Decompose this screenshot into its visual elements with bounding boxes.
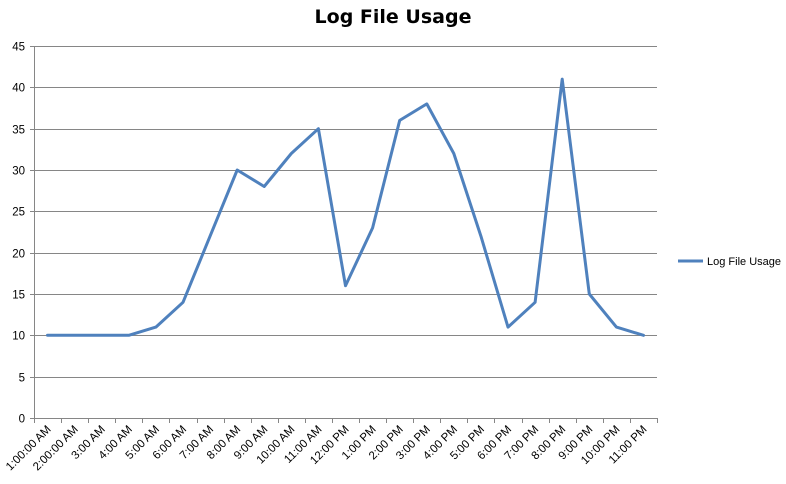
x-axis-tick-labels: 1:00:00 AM2:00:00 AM3:00 AM4:00 AM5:00 A… [4, 424, 650, 474]
gridlines [30, 46, 657, 419]
y-tick-label: 25 [12, 207, 25, 219]
y-tick-label: 5 [19, 373, 25, 385]
y-tick-label: 45 [12, 42, 25, 54]
y-tick-label: 10 [12, 331, 25, 343]
legend: Log File Usage [678, 256, 781, 268]
y-tick-label: 0 [19, 414, 25, 426]
y-tick-label: 15 [12, 290, 25, 302]
y-axis-tick-labels: 0 5 10 15 20 25 30 35 40 45 [12, 42, 25, 426]
series-lines [46, 77, 645, 337]
y-tick-label: 30 [12, 166, 25, 178]
axes [34, 46, 658, 423]
legend-label: Log File Usage [707, 256, 781, 268]
chart-title: Log File Usage [315, 6, 472, 28]
series-line [46, 77, 645, 337]
y-tick-label: 35 [12, 125, 25, 137]
y-tick-label: 40 [12, 83, 25, 95]
y-tick-label: 20 [12, 249, 25, 261]
